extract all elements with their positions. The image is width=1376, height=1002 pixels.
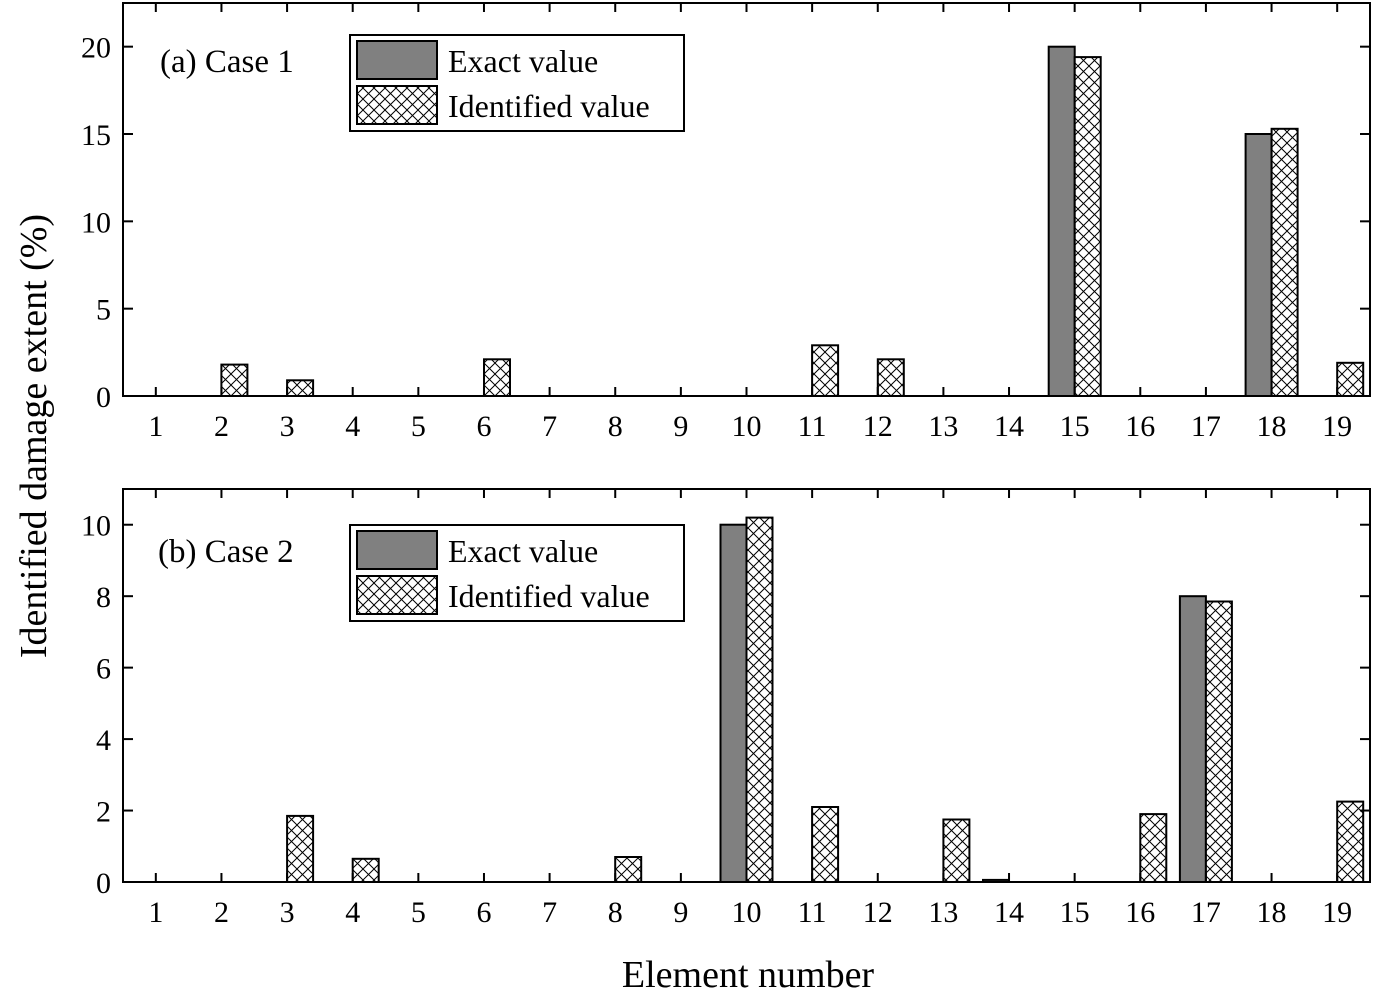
x-tick-label: 3 <box>280 896 295 929</box>
identified-bar-11 <box>811 806 840 883</box>
x-tick-label: 8 <box>608 410 623 443</box>
panel-label: (a) Case 1 <box>160 44 294 80</box>
identified-bar-16 <box>1139 813 1168 883</box>
x-tick-label: 7 <box>542 410 557 443</box>
x-tick-label: 13 <box>928 896 958 929</box>
y-tick-label: 8 <box>96 581 111 614</box>
x-tick-label: 15 <box>1060 410 1090 443</box>
x-tick-label: 17 <box>1191 410 1221 443</box>
y-axis-title: Identified damage extent (%) <box>13 214 55 658</box>
legend-label-identified: Identified value <box>448 88 650 124</box>
identified-bar-6 <box>483 358 511 397</box>
legend-swatch-identified <box>356 575 438 615</box>
x-tick-label: 17 <box>1191 896 1221 929</box>
x-tick-label: 15 <box>1060 896 1090 929</box>
y-tick-label: 15 <box>81 119 111 152</box>
x-tick-label: 1 <box>148 896 163 929</box>
x-tick-label: 9 <box>673 410 688 443</box>
x-tick-label: 19 <box>1322 896 1352 929</box>
x-tick-label: 18 <box>1257 896 1287 929</box>
x-tick-label: 8 <box>608 896 623 929</box>
y-tick-label: 10 <box>81 206 111 239</box>
x-tick-label: 2 <box>214 896 229 929</box>
identified-bar-15 <box>1073 56 1102 397</box>
exact-bar-10 <box>719 523 748 883</box>
y-tick-label: 2 <box>96 796 111 829</box>
y-tick-label: 6 <box>96 653 111 686</box>
y-tick-label: 20 <box>81 32 111 65</box>
identified-bar-11 <box>811 344 840 397</box>
x-tick-label: 9 <box>673 896 688 929</box>
x-tick-label: 16 <box>1125 896 1155 929</box>
identified-bar-19 <box>1336 800 1365 883</box>
exact-bar-15 <box>1047 45 1076 397</box>
x-tick-label: 11 <box>798 896 827 929</box>
x-tick-label: 2 <box>214 410 229 443</box>
legend-swatch-exact <box>356 530 438 570</box>
panel-b: 1 2 3 4 5 6 7 8 9 10 11 12 13 14 15 16 17 18 190246810(b) … <box>81 488 1371 929</box>
y-tick-label: 0 <box>96 867 111 900</box>
identified-bar-3 <box>286 814 315 884</box>
identified-bar-17 <box>1204 600 1233 883</box>
legend: Exact value Identified value <box>349 34 685 132</box>
x-tick-label: 12 <box>863 410 893 443</box>
identified-bar-2 <box>220 363 249 398</box>
legend: Exact value Identified value <box>349 524 685 622</box>
x-tick-label: 10 <box>732 410 762 443</box>
x-tick-label: 16 <box>1125 410 1155 443</box>
x-tick-label: 11 <box>798 410 827 443</box>
x-tick-label: 4 <box>345 896 360 929</box>
legend-label-exact: Exact value <box>448 43 598 79</box>
exact-bar-17 <box>1178 595 1207 883</box>
x-tick-label: 7 <box>542 896 557 929</box>
x-tick-label: 5 <box>411 896 426 929</box>
exact-bar-18 <box>1244 133 1273 397</box>
legend-swatch-identified <box>356 85 438 125</box>
x-tick-label: 13 <box>928 410 958 443</box>
x-axis-title: Element number <box>622 954 875 996</box>
plot-frame <box>122 2 1371 397</box>
x-tick-label: 6 <box>476 896 491 929</box>
panel-label: (b) Case 2 <box>158 534 294 570</box>
identified-bar-8 <box>614 856 643 883</box>
x-tick-label: 10 <box>732 896 762 929</box>
legend-swatch-exact <box>356 40 438 80</box>
y-tick-label: 4 <box>96 724 111 757</box>
y-tick-label: 5 <box>96 294 111 327</box>
x-tick-label: 18 <box>1257 410 1287 443</box>
identified-bar-13 <box>942 818 971 883</box>
identified-bar-19 <box>1336 361 1365 397</box>
x-tick-label: 3 <box>280 410 295 443</box>
identified-bar-3 <box>286 379 315 397</box>
y-tick-label: 0 <box>96 381 111 414</box>
x-tick-label: 14 <box>994 896 1024 929</box>
identified-bar-18 <box>1270 127 1299 398</box>
x-tick-label: 12 <box>863 896 893 929</box>
x-tick-label: 4 <box>345 410 360 443</box>
identified-bar-4 <box>351 857 380 883</box>
x-tick-label: 5 <box>411 410 426 443</box>
x-tick-label: 19 <box>1322 410 1352 443</box>
identified-bar-10 <box>745 516 774 883</box>
x-tick-label: 6 <box>476 410 491 443</box>
legend-label-identified: Identified value <box>448 578 650 614</box>
x-tick-label: 14 <box>994 410 1024 443</box>
y-tick-label: 10 <box>81 510 111 543</box>
x-tick-label: 1 <box>148 410 163 443</box>
identified-bar-12 <box>876 358 905 397</box>
legend-label-exact: Exact value <box>448 533 598 569</box>
